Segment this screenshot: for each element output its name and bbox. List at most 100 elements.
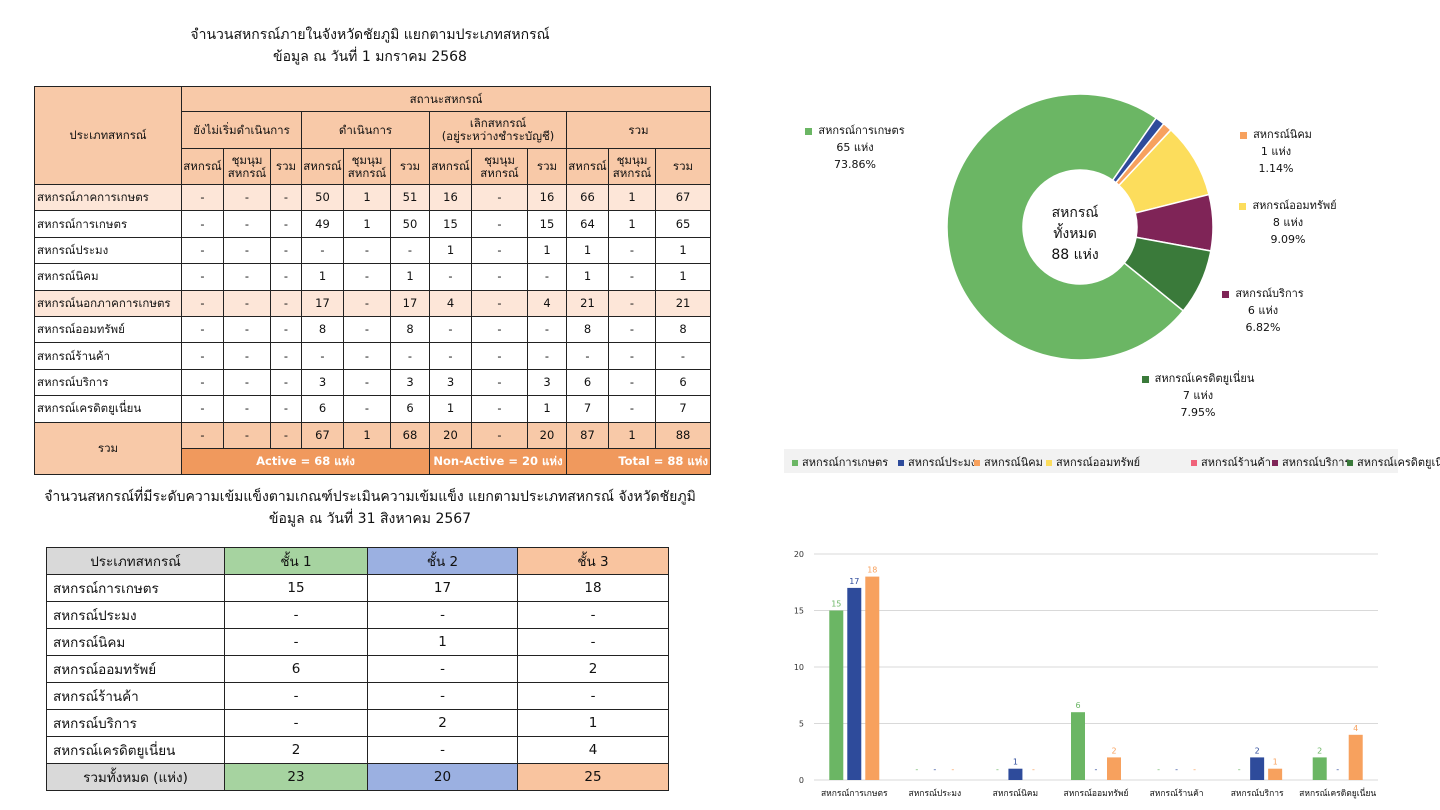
- cell-value: 8: [566, 315, 609, 344]
- cell-value: 1: [367, 628, 518, 656]
- row-name: สหกรณ์บริการ: [46, 709, 225, 737]
- cell-value: -: [471, 183, 528, 212]
- bar-data-label: 6: [1075, 701, 1080, 710]
- cell-value: -: [181, 236, 224, 265]
- legend-swatch: [1222, 290, 1230, 298]
- cell-value: -: [301, 236, 344, 265]
- cell-value: 7: [566, 395, 609, 423]
- cell-value: -: [224, 601, 368, 629]
- total-value: 20: [429, 421, 472, 449]
- table-row: สหกรณ์นิคม -1-: [46, 628, 669, 656]
- cell-value: -: [224, 709, 368, 737]
- table-row: สหกรณ์บริการ -2 1: [46, 709, 669, 737]
- legend-swatch: [1240, 131, 1248, 139]
- col-type-header: ประเภทสหกรณ์: [34, 86, 182, 185]
- cell-value: 21: [654, 289, 712, 317]
- sub-header: รวม: [527, 148, 567, 185]
- cell-value: 17: [367, 574, 518, 602]
- total-row: รวมทั้งหมด (แห่ง) 23 20 25: [46, 763, 669, 791]
- status-group-header: รวม: [565, 111, 712, 149]
- bar: [1250, 757, 1265, 780]
- table-row: สหกรณ์ร้านค้า - - -: [46, 682, 669, 710]
- y-tick-label: 10: [794, 663, 804, 672]
- cell-value: 65: [654, 210, 712, 238]
- table-row: สหกรณ์ออมทรัพย์ - - -8-8- - -8-8: [34, 315, 712, 344]
- row-name: สหกรณ์ร้านค้า: [46, 682, 225, 710]
- cell-value: 1: [566, 263, 609, 291]
- cell-value: 17: [301, 289, 344, 317]
- bar-data-label: 2: [1255, 746, 1260, 755]
- sub-header: ชุมนุม สหกรณ์: [471, 148, 528, 185]
- legend-swatch: [1141, 375, 1149, 383]
- cell-value: -: [223, 236, 271, 265]
- cell-value: 50: [301, 183, 344, 212]
- table-row: สหกรณ์การเกษตร 15 17 18: [46, 574, 669, 602]
- x-tick-label: สหกรณ์ประมง: [909, 788, 962, 799]
- cell-value: -: [471, 395, 528, 423]
- slice-name: สหกรณ์เครดิตยูเนี่ยน: [1154, 372, 1255, 385]
- cell-value: 8: [390, 315, 430, 344]
- bar: [829, 610, 844, 780]
- total-value: 87: [566, 421, 609, 449]
- legend-item: สหกรณ์ออมทรัพย์: [1046, 453, 1140, 471]
- cell-value: 4: [527, 289, 567, 317]
- t2-header-class3: ชั้น 3: [517, 547, 669, 575]
- legend-item: สหกรณ์บริการ: [1272, 453, 1350, 471]
- bar-data-label: 1: [1013, 758, 1018, 767]
- cell-value: -: [181, 342, 224, 370]
- bar-data-label: -: [915, 765, 918, 774]
- x-tick-label: สหกรณ์การเกษตร: [821, 788, 888, 799]
- table-row: สหกรณ์ร้านค้า - - - - - - - - - - - -: [34, 342, 712, 370]
- slice-name: สหกรณ์นิคม: [1253, 128, 1312, 141]
- cell-value: 2: [224, 736, 368, 764]
- y-tick-label: 0: [799, 776, 804, 785]
- cell-value: -: [223, 395, 271, 423]
- cell-value: -: [270, 289, 302, 317]
- sub-header: สหกรณ์: [566, 148, 609, 185]
- cell-value: -: [471, 289, 528, 317]
- legend-item: สหกรณ์ประมง: [898, 453, 976, 471]
- cell-value: -: [608, 236, 656, 265]
- cell-value: 1: [566, 236, 609, 265]
- t2-header-class1: ชั้น 1: [224, 547, 368, 575]
- cell-value: -: [223, 210, 271, 238]
- status-table: ประเภทสหกรณ์ สถานะสหกรณ์ ยังไม่เริ่มดำเนิน…: [34, 86, 712, 475]
- sub-header: รวม: [270, 148, 302, 185]
- cell-value: -: [181, 263, 224, 291]
- cell-value: 2: [367, 709, 518, 737]
- x-tick-label: สหกรณ์บริการ: [1231, 788, 1284, 799]
- donut-slice-label: สหกรณ์นิคม 1 แห่ง 1.14%: [1196, 126, 1356, 177]
- cell-value: 1: [343, 210, 391, 238]
- bar-data-label: -: [1032, 765, 1035, 774]
- cell-value: 1: [654, 236, 712, 265]
- row-name: สหกรณ์ประมง: [34, 236, 182, 265]
- cell-value: 15: [224, 574, 368, 602]
- cell-value: 6: [390, 395, 430, 423]
- row-name: สหกรณ์ประมง: [46, 601, 225, 629]
- bar-chart: 0 5 10 15 20 15 17 18 สหกรณ์การเกษตร - - - สหกรณ์ประ…: [794, 550, 1378, 799]
- table-row: สหกรณ์ภาคการเกษตร - - -50 1 51 16-16 66 1 67: [34, 183, 712, 212]
- cell-value: -: [223, 183, 271, 212]
- cell-value: -: [608, 263, 656, 291]
- donut-center-line2: ทั้งหมด: [1053, 226, 1097, 242]
- slice-name: สหกรณ์บริการ: [1235, 287, 1304, 300]
- total-value: -: [181, 421, 224, 449]
- status-group-header: ดำเนินการ: [301, 111, 430, 149]
- bar: [1312, 757, 1327, 780]
- table-row: สหกรณ์การเกษตร - - -49 1 50 15-15 64 1 65: [34, 210, 712, 238]
- bar: [1268, 768, 1283, 780]
- cell-value: -: [527, 315, 567, 344]
- cell-value: -: [343, 395, 391, 423]
- slice-percent: 73.86%: [834, 158, 876, 171]
- row-name: สหกรณ์เครดิตยูเนี่ยน: [46, 736, 225, 764]
- cell-value: -: [367, 736, 518, 764]
- total-summary: Total = 88 แห่ง: [565, 447, 712, 475]
- donut-center-line1: สหกรณ์: [1051, 205, 1099, 221]
- cell-value: -: [527, 342, 567, 370]
- cell-value: 4: [517, 736, 669, 764]
- cell-value: -: [181, 210, 224, 238]
- cell-value: -: [343, 263, 391, 291]
- cell-value: 1: [608, 210, 656, 238]
- row-name: สหกรณ์ร้านค้า: [34, 342, 182, 370]
- slice-percent: 6.82%: [1245, 321, 1281, 334]
